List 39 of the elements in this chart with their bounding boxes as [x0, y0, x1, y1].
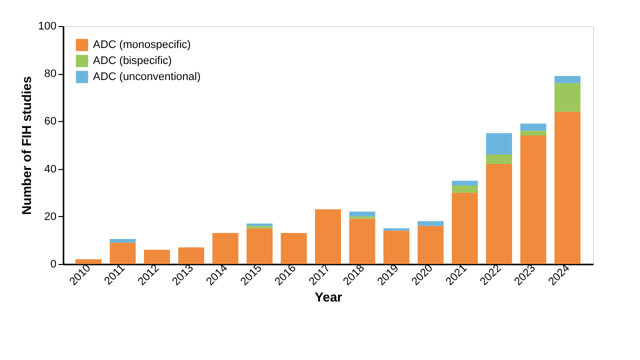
y-tick-label: 100 [38, 20, 56, 32]
bar [212, 233, 238, 264]
bar [486, 164, 512, 264]
bar [554, 83, 580, 112]
bar [452, 180, 478, 186]
bar [383, 230, 410, 264]
x-axis-title: Year [314, 289, 342, 304]
bar [246, 226, 273, 228]
bar [349, 212, 376, 216]
y-tick-label: 60 [44, 116, 56, 128]
y-tick-label: 0 [50, 258, 56, 270]
bar [110, 242, 136, 264]
bar [315, 209, 341, 264]
bar [349, 216, 376, 219]
bar [280, 233, 307, 264]
bar [554, 76, 580, 84]
bar [418, 221, 444, 226]
bar [452, 185, 478, 193]
bar [178, 247, 204, 264]
legend-label: ADC (bispecific) [93, 55, 172, 67]
bar [110, 239, 136, 243]
bar [520, 124, 546, 131]
bar [246, 228, 273, 264]
y-axis-title: Number of FIH studies [19, 76, 34, 215]
bar [520, 135, 546, 264]
bar [76, 259, 102, 264]
y-tick-label: 40 [44, 163, 56, 176]
bar [452, 192, 478, 264]
bar [554, 112, 580, 264]
legend-label: ADC (monospecific) [93, 39, 191, 51]
bar [144, 250, 170, 264]
bar [349, 218, 376, 264]
legend-label: ADC (unconventional) [93, 71, 201, 83]
bar [418, 226, 444, 264]
y-tick-label: 80 [44, 68, 56, 80]
y-tick-label: 20 [44, 210, 56, 223]
bar [486, 133, 512, 155]
bar [520, 130, 546, 136]
bar [486, 154, 512, 164]
